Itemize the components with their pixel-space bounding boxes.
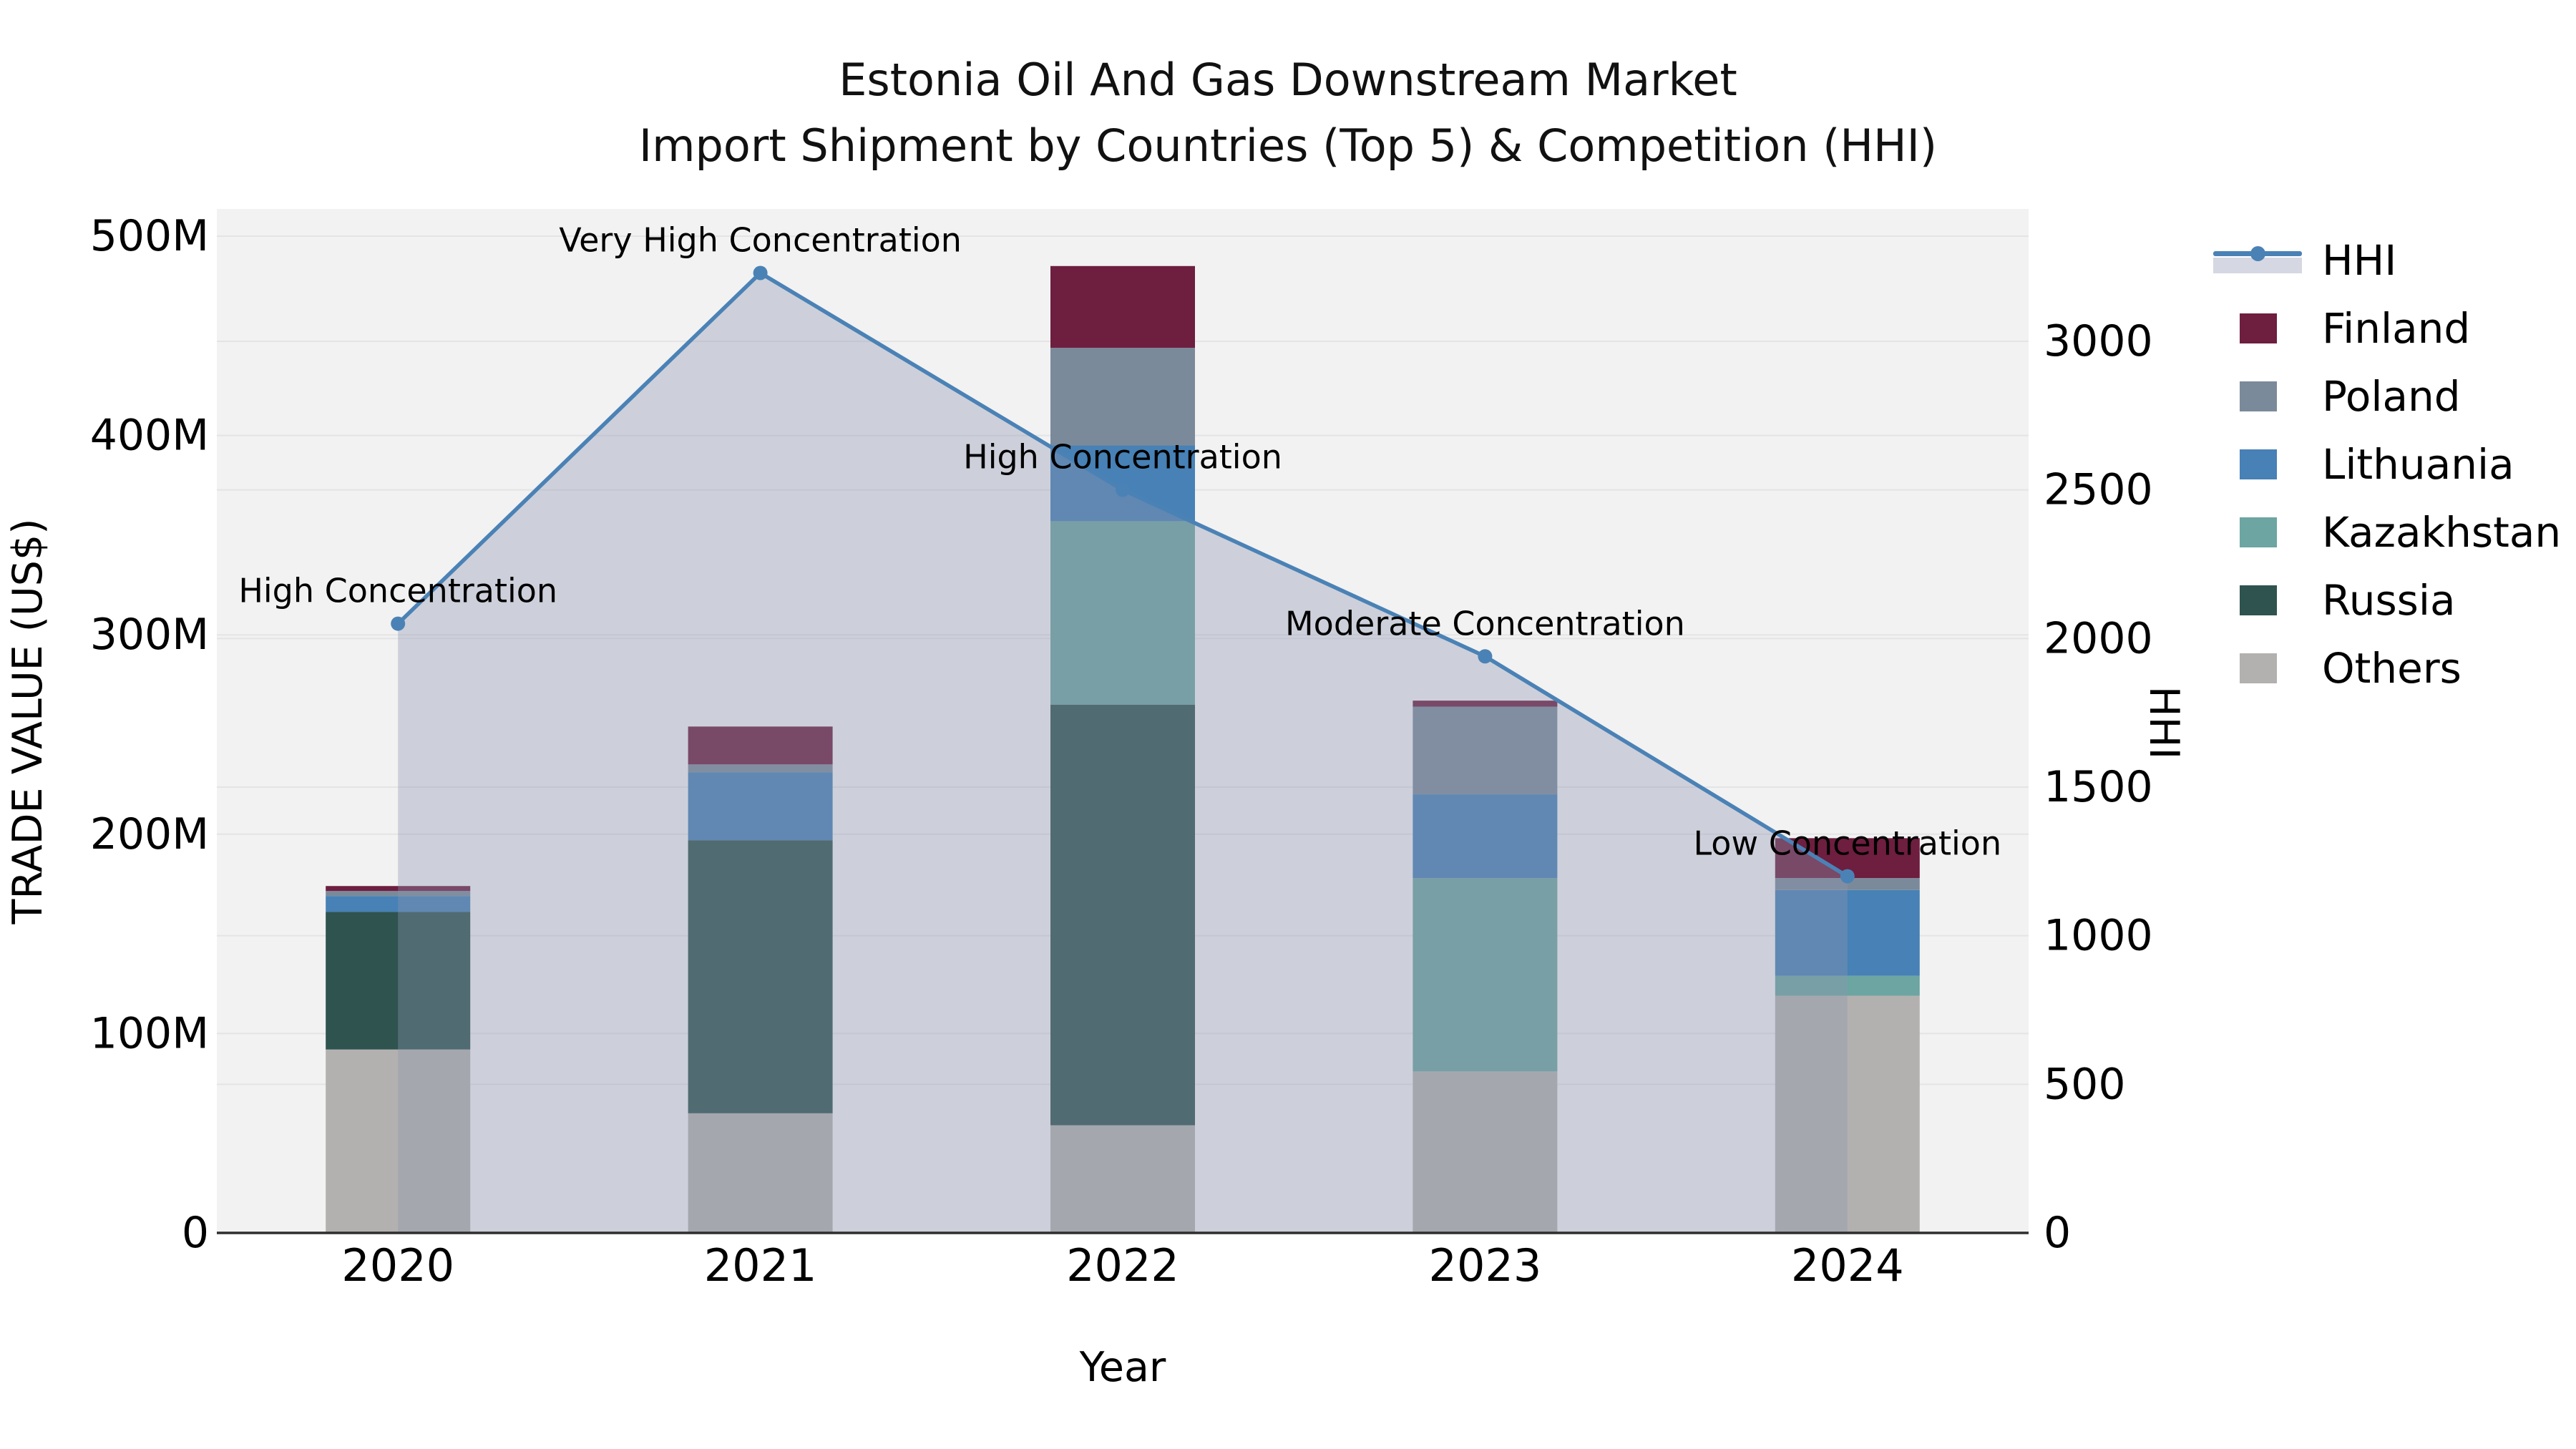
bar-segment-others-2021 xyxy=(688,1113,833,1233)
hhi-marker-2021 xyxy=(753,265,768,280)
legend-item-others: Others xyxy=(2213,634,2561,702)
hhi-line-key-icon xyxy=(2213,245,2302,276)
legend-item-russia: Russia xyxy=(2213,566,2561,634)
chart-title-line2: Import Shipment by Countries (Top 5) & C… xyxy=(638,119,1938,172)
bar-segment-lithuania-2023 xyxy=(1413,794,1558,879)
legend-swatch-poland xyxy=(2213,381,2302,412)
legend-label-lithuania: Lithuania xyxy=(2322,439,2514,489)
legend-label-hhi: HHI xyxy=(2322,235,2397,285)
hhi-area xyxy=(398,273,1848,1233)
y-right-tick-1000: 1000 xyxy=(2044,911,2153,961)
y-right-tick-3000: 3000 xyxy=(2044,316,2153,366)
bar-segment-finland-2022 xyxy=(1050,265,1195,348)
y-left-tick-300M: 300M xyxy=(90,610,209,660)
legend-label-kazakhstan: Kazakhstan xyxy=(2322,507,2562,557)
legend: HHI Finland Poland Lithuania Kazakhstan Russi… xyxy=(2213,226,2561,702)
x-tick-2021: 2021 xyxy=(704,1239,817,1292)
hhi-marker-2024 xyxy=(1840,869,1855,884)
legend-swatch-russia xyxy=(2213,585,2302,616)
bar-segment-lithuania-2021 xyxy=(688,772,833,841)
y-right-axis-title: HHI xyxy=(2140,686,2187,760)
x-axis-title: Year xyxy=(1079,1344,1166,1391)
y-right-tick-500: 500 xyxy=(2044,1059,2126,1109)
legend-swatch-kazakhstan xyxy=(2213,517,2302,548)
bar-segment-poland-2021 xyxy=(688,764,833,773)
bar-segment-others-2022 xyxy=(1050,1125,1195,1233)
bar-segment-others-2023 xyxy=(1413,1071,1558,1233)
x-tick-2022: 2022 xyxy=(1066,1239,1179,1292)
y-right-tick-2500: 2500 xyxy=(2044,465,2153,515)
legend-item-kazakhstan: Kazakhstan xyxy=(2213,498,2561,566)
legend-label-finland: Finland xyxy=(2322,303,2471,353)
annotation-2020: High Concentration xyxy=(238,572,557,610)
y-left-tick-400M: 400M xyxy=(90,411,209,461)
bar-segment-finland-2021 xyxy=(688,726,833,765)
hhi-marker-2022 xyxy=(1116,482,1130,497)
y-right-tick-0: 0 xyxy=(2044,1208,2071,1258)
bar-segment-finland-2023 xyxy=(1413,701,1558,707)
legend-item-poland: Poland xyxy=(2213,362,2561,430)
bar-segment-poland-2020 xyxy=(326,891,471,897)
bar-segment-kazakhstan-2023 xyxy=(1413,878,1558,1072)
bar-segment-finland-2020 xyxy=(326,886,471,892)
y-right-tick-1500: 1500 xyxy=(2044,762,2153,812)
x-tick-2023: 2023 xyxy=(1429,1239,1542,1292)
legend-label-poland: Poland xyxy=(2322,371,2461,421)
bar-segment-kazakhstan-2022 xyxy=(1050,521,1195,705)
bar-segment-lithuania-2024 xyxy=(1775,889,1920,976)
legend-item-hhi: HHI xyxy=(2213,226,2561,294)
chart-title: Estonia Oil And Gas Downstream Market Im… xyxy=(0,47,2576,179)
legend-item-finland: Finland xyxy=(2213,294,2561,362)
bar-segment-others-2024 xyxy=(1775,995,1920,1233)
legend-swatch-lithuania xyxy=(2213,449,2302,480)
annotation-2024: Low Concentration xyxy=(1693,824,2001,863)
hhi-marker-2023 xyxy=(1478,649,1493,664)
legend-swatch-finland xyxy=(2213,313,2302,344)
legend-swatch-others xyxy=(2213,653,2302,684)
y-left-tick-500M: 500M xyxy=(90,211,209,261)
bar-segment-russia-2022 xyxy=(1050,704,1195,1126)
x-tick-2024: 2024 xyxy=(1791,1239,1904,1292)
annotation-2023: Moderate Concentration xyxy=(1285,604,1685,643)
annotation-2021: Very High Concentration xyxy=(559,220,962,259)
legend-label-others: Others xyxy=(2322,643,2462,693)
y-left-tick-100M: 100M xyxy=(90,1008,209,1058)
bar-segment-poland-2022 xyxy=(1050,348,1195,446)
bar-segment-russia-2020 xyxy=(326,912,471,1050)
legend-item-lithuania: Lithuania xyxy=(2213,430,2561,498)
bar-segment-lithuania-2020 xyxy=(326,896,471,912)
hhi-marker-2020 xyxy=(391,616,406,631)
annotation-2022: High Concentration xyxy=(963,438,1282,477)
bar-segment-kazakhstan-2024 xyxy=(1775,975,1920,996)
x-tick-2020: 2020 xyxy=(341,1239,454,1292)
bar-segment-russia-2021 xyxy=(688,840,833,1113)
y-left-tick-0: 0 xyxy=(182,1208,209,1258)
y-right-tick-2000: 2000 xyxy=(2044,613,2153,663)
y-left-axis-title: TRADE VALUE (US$) xyxy=(4,519,52,925)
bar-segment-others-2020 xyxy=(326,1049,471,1233)
legend-label-russia: Russia xyxy=(2322,575,2456,625)
chart-title-line1: Estonia Oil And Gas Downstream Market xyxy=(839,54,1737,106)
bar-segment-poland-2023 xyxy=(1413,706,1558,795)
bar-segment-poland-2024 xyxy=(1775,878,1920,890)
y-left-tick-200M: 200M xyxy=(90,809,209,859)
